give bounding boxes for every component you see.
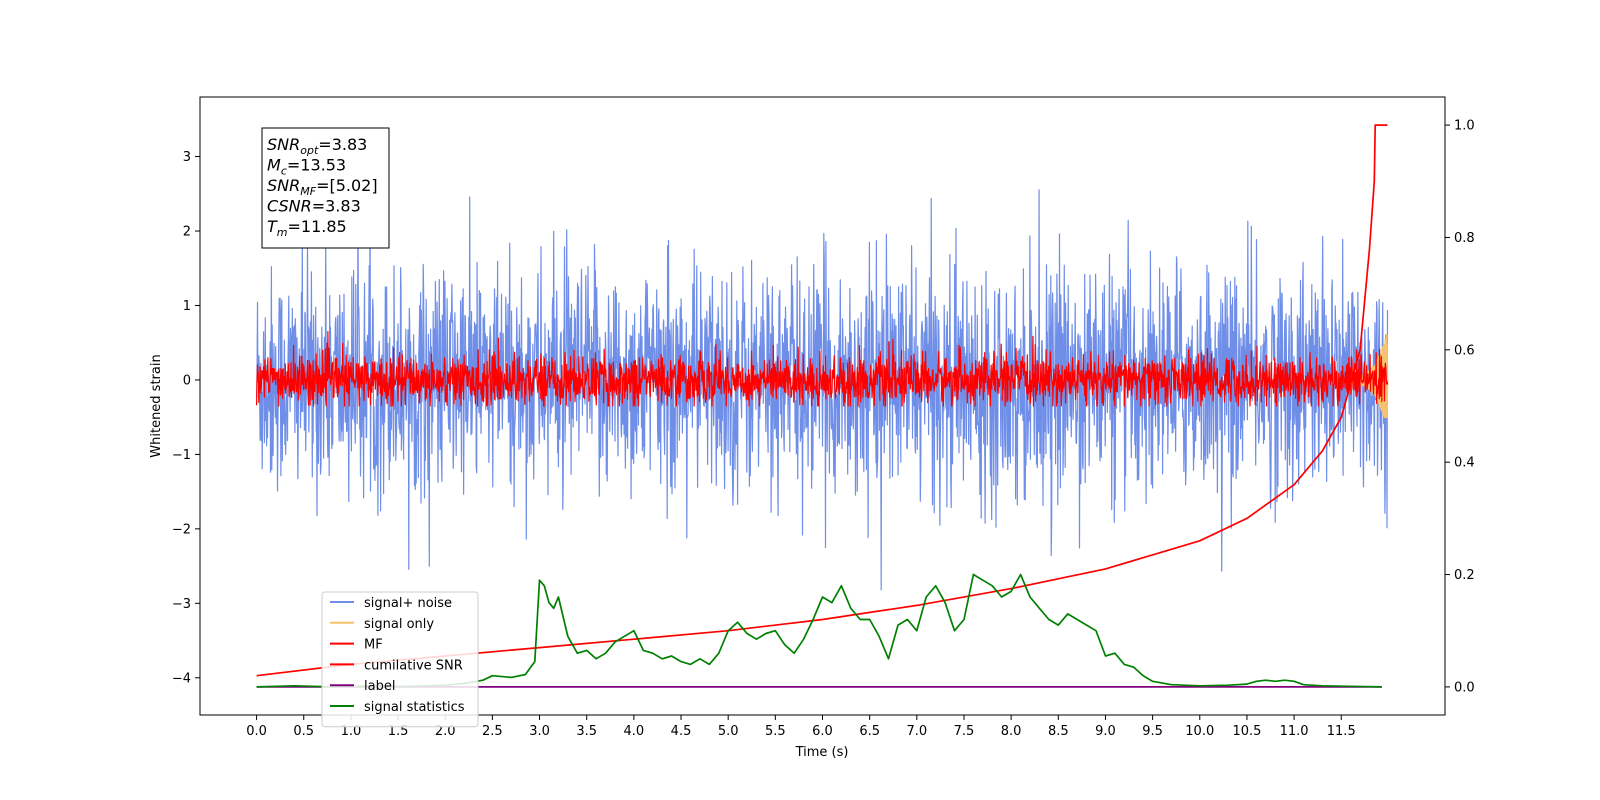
y-tick-label: −1 xyxy=(172,448,191,463)
annotation-line: CSNR=3.83 xyxy=(267,197,361,216)
y-axis-left: −4 −3 −2 −1 0 1 2 3 xyxy=(172,150,200,686)
legend-label: signal+ noise xyxy=(364,596,452,611)
x-tick-label: 1.0 xyxy=(341,724,362,739)
y-tick-label: 2 xyxy=(183,225,191,240)
legend-label: signal only xyxy=(364,617,434,632)
y-right-tick-label: 1.0 xyxy=(1454,119,1475,134)
y-tick-label: 1 xyxy=(183,299,191,314)
y-tick-label: −3 xyxy=(172,597,191,612)
x-axis-label: Time (s) xyxy=(795,745,849,760)
x-tick-label: 0.5 xyxy=(293,724,314,739)
x-tick-label: 10.5 xyxy=(1232,724,1261,739)
x-tick-label: 8.5 xyxy=(1048,724,1069,739)
series-line-mf xyxy=(256,330,1389,407)
y-right-tick-label: 0.0 xyxy=(1454,680,1475,695)
x-tick-label: 2.0 xyxy=(435,724,456,739)
legend-label: label xyxy=(364,679,395,694)
annotation-line: SNRMF=[5.02] xyxy=(267,176,378,198)
annotation-frame xyxy=(261,127,390,249)
x-tick-label: 7.5 xyxy=(954,724,975,739)
legend: signal+ noise signal only MF cumilative SNR… xyxy=(321,591,479,728)
series-line-signal-statistics xyxy=(256,573,1382,688)
y-right-tick-label: 0.6 xyxy=(1454,343,1475,358)
annotation-line: Tm=11.85 xyxy=(267,217,347,239)
y-right-tick-label: 0.8 xyxy=(1454,231,1475,246)
x-tick-label: 4.5 xyxy=(671,724,692,739)
annotation-line: Mc=13.53 xyxy=(267,156,346,178)
x-tick-label: 9.0 xyxy=(1095,724,1116,739)
y-axis-right: 0.0 0.2 0.4 0.6 0.8 1.0 xyxy=(1445,119,1475,695)
y-axis-label: Whitened strain xyxy=(149,354,164,457)
y-right-tick-label: 0.4 xyxy=(1454,456,1475,471)
x-tick-label: 7.0 xyxy=(906,724,927,739)
x-tick-label: 0.0 xyxy=(246,724,267,739)
y-tick-label: −2 xyxy=(172,522,191,537)
x-tick-label: 2.5 xyxy=(482,724,503,739)
x-tick-label: 11.0 xyxy=(1280,724,1309,739)
legend-label: signal statistics xyxy=(364,700,465,715)
y-tick-label: −4 xyxy=(172,671,191,686)
y-right-tick-label: 0.2 xyxy=(1454,568,1475,583)
x-tick-label: 3.0 xyxy=(529,724,550,739)
x-tick-label: 6.0 xyxy=(812,724,833,739)
x-tick-label: 10.0 xyxy=(1185,724,1214,739)
x-axis: 0.0 0.5 1.0 1.5 2.0 2.5 3.0 3.5 4.0 4.5 5.0 5.5 6.0 6… xyxy=(246,715,1356,739)
legend-label: MF xyxy=(364,638,383,653)
x-tick-label: 6.5 xyxy=(859,724,880,739)
y-tick-label: 3 xyxy=(183,150,191,165)
legend-label: cumilative SNR xyxy=(364,658,463,673)
x-tick-label: 11.5 xyxy=(1327,724,1356,739)
x-tick-label: 5.0 xyxy=(718,724,739,739)
x-tick-label: 1.5 xyxy=(388,724,409,739)
legend-box xyxy=(321,591,479,728)
x-tick-label: 5.5 xyxy=(765,724,786,739)
x-tick-label: 8.0 xyxy=(1001,724,1022,739)
annotation-line: SNRopt=3.83 xyxy=(267,135,367,157)
x-tick-label: 4.0 xyxy=(624,724,645,739)
y-tick-label: 0 xyxy=(183,373,191,388)
x-tick-label: 9.5 xyxy=(1142,724,1163,739)
annotation-box: SNRopt=3.83Mc=13.53SNRMF=[5.02]CSNR=3.83… xyxy=(261,127,390,249)
series-line-signal-noise xyxy=(256,166,1389,591)
series-line-cumilative-snr xyxy=(256,124,1388,677)
x-tick-label: 3.5 xyxy=(576,724,597,739)
